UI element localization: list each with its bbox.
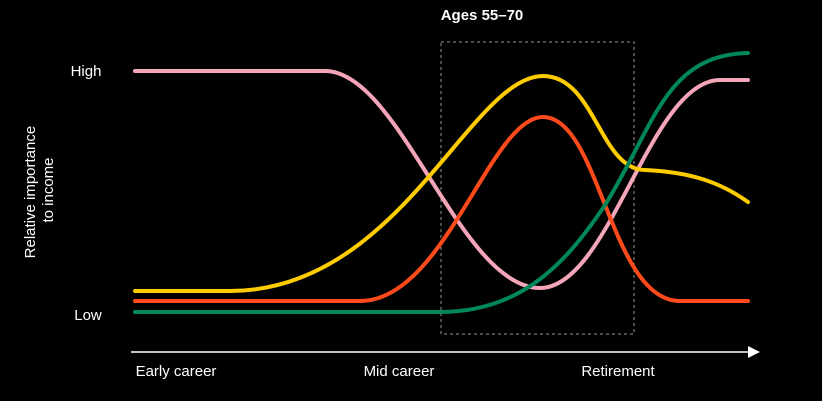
y-axis-label: Relative importance to income	[22, 122, 57, 259]
high-label: High	[71, 63, 102, 80]
curve-yellow	[133, 74, 750, 293]
y-axis-label-line: Relative importance	[22, 126, 39, 259]
age-window	[440, 41, 635, 335]
x-axis-label: Early career	[136, 363, 217, 380]
timeline-arrow	[748, 346, 760, 358]
curve-pink	[133, 69, 750, 290]
window-title: Ages 55–70	[441, 7, 524, 24]
y-axis-label-line: to income	[40, 157, 57, 222]
curve-green	[133, 51, 750, 314]
curve-red	[133, 115, 750, 303]
x-axis-label: Retirement	[581, 363, 655, 380]
x-axis-label: Mid career	[364, 363, 435, 380]
low-label: Low	[74, 307, 102, 324]
